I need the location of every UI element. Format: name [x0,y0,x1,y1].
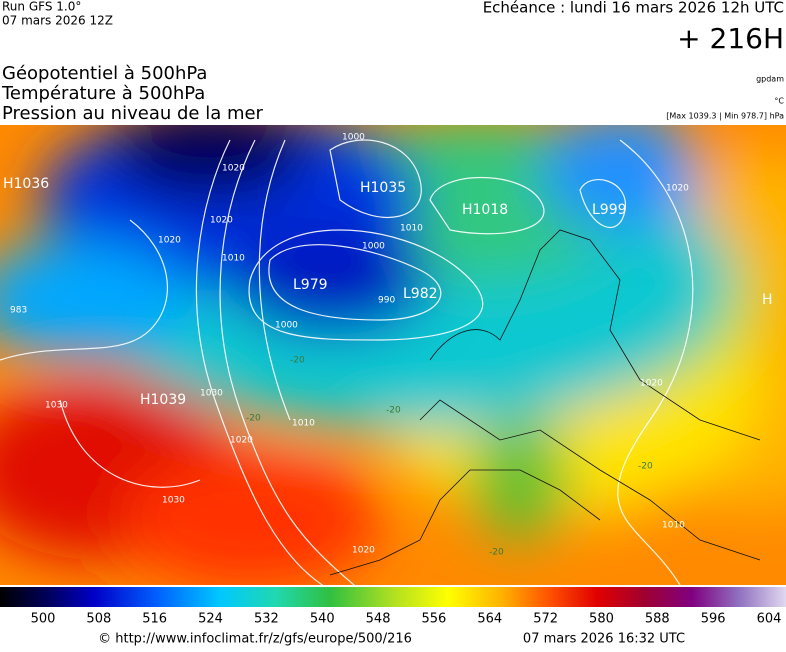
generated-time: 07 mars 2026 16:32 UTC [523,632,685,647]
isotherm-label: -20 [386,406,401,416]
colorbar-label: 524 [198,612,223,627]
colorbar-label: 500 [31,612,56,627]
isobar-label: 1020 [666,184,689,194]
run-date: 07 mars 2026 12Z [2,14,113,28]
isobar-label: 1010 [292,419,315,429]
isobar-label: 1020 [222,164,245,174]
isobar-label: 1020 [230,436,253,446]
isobar-label: 1020 [210,216,233,226]
pressure-center: L999 [592,202,627,218]
colorbar-label: 604 [757,612,782,627]
colorbar-label: 588 [645,612,670,627]
isobar-label: 990 [378,296,395,306]
source: © http://www.infoclimat.fr/z/gfs/europe/… [98,632,412,647]
run-label: Run GFS 1.0° [2,0,81,14]
colorbar-label: 596 [701,612,726,627]
colorbar-label: 508 [86,612,111,627]
isobar-label: 983 [10,306,27,316]
isobar-label: 1010 [662,521,685,531]
colorbar-label: 580 [589,612,614,627]
pressure-center: L982 [403,286,438,302]
pressure-center: H1018 [462,202,508,218]
colorbar-label: 532 [254,612,279,627]
isobar-label: 1020 [352,546,375,556]
isobar-label: 1010 [222,254,245,264]
isobar-label: 1000 [362,242,385,252]
pressure-center: H1036 [3,176,49,192]
isobar-label: 1000 [275,321,298,331]
isobar-label: 1030 [45,401,68,411]
isobar-label: 1000 [342,133,365,143]
colorbar-label: 564 [477,612,502,627]
unit: °C [774,97,784,106]
isobar-label: 1030 [162,496,185,506]
colorbar-labels: 500 508 516 524 532 540 548 556 564 572 580 588 596 6… [31,612,782,627]
pressure-center: L979 [293,277,328,293]
unit: gpdam [756,75,784,84]
colorbar-label: 548 [366,612,391,627]
map: H1036 H1035 H1018 L999 L979 L982 H1039 H… [0,125,786,585]
pressure-center: H1035 [360,180,406,196]
field-title: Géopotentiel à 500hPa [2,63,207,84]
isotherm-label: -20 [290,356,305,366]
isobar-label: 1020 [158,236,181,246]
colorbar-label: 516 [142,612,167,627]
isotherm-label: -20 [638,462,653,472]
pressure-center: H1039 [140,392,186,408]
pressure-center: H [762,292,773,308]
field-title: Pression au niveau de la mer [2,103,264,124]
colorbar-label: 572 [533,612,558,627]
isobar-label: 1030 [200,389,223,399]
colorbar [0,587,786,607]
isotherm-label: -20 [246,414,261,424]
isotherm-label: -20 [489,548,504,558]
unit: [Max 1039.3 | Min 978.7] hPa [666,112,784,121]
lead-time: + 216H [677,22,784,55]
field-title: Température à 500hPa [1,83,205,104]
isobar-label: 1010 [400,224,423,234]
colorbar-label: 556 [422,612,447,627]
colorbar-label: 540 [310,612,335,627]
valid-time: Echéance : lundi 16 mars 2026 12h UTC [483,0,784,17]
isobar-label: 1020 [640,379,663,389]
